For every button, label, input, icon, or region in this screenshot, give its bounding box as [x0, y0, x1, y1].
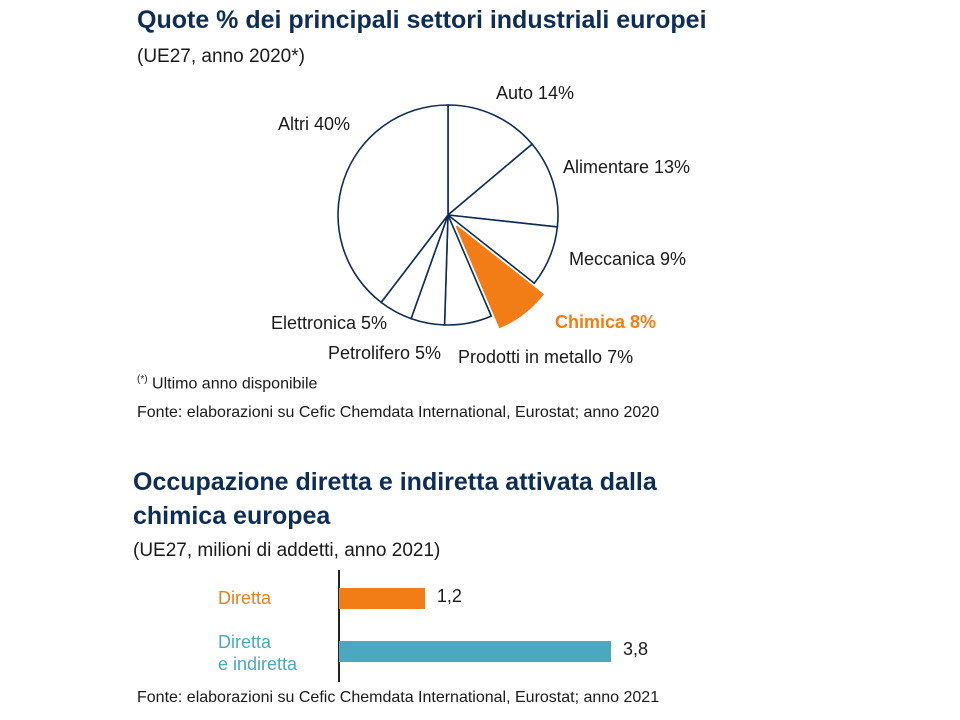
bar-chart-subtitle: (UE27, milioni di addetti, anno 2021) — [133, 540, 441, 561]
pie-label-petrolifero: Petrolifero 5% — [328, 343, 441, 363]
pie-label-chimica: Chimica 8% — [555, 312, 656, 332]
category-label-diretta-e-indiretta: Diretta e indiretta — [218, 632, 298, 674]
bar-axis-line — [338, 570, 340, 682]
bar-chart-title-line2: chimica europea — [133, 502, 331, 530]
pie-label-auto: Auto 14% — [496, 83, 574, 103]
category-label-diretta: Diretta — [218, 588, 272, 608]
pie-label-prodotti-in-metallo: Prodotti in metallo 7% — [458, 347, 633, 367]
bar-value-label: 3,8 — [623, 639, 649, 659]
bar-diretta — [339, 588, 425, 609]
pie-label-meccanica: Meccanica 9% — [569, 249, 686, 269]
pie-chart-title: Quote % dei principali settori industria… — [137, 6, 707, 34]
pie-slice-chimica — [455, 225, 544, 329]
pie-slice-alimentare — [446, 143, 559, 228]
bar-value-label: 1,2 — [436, 586, 462, 606]
pie-chart: Auto 14% Alimentare 13% Meccanica 9% Chimic… — [271, 83, 690, 367]
footnote-mark: (*) — [137, 374, 148, 385]
pie-label-alimentare: Alimentare 13% — [563, 157, 690, 177]
pie-label-altri: Altri 40% — [278, 114, 350, 134]
pie-slice-meccanica — [445, 213, 559, 285]
pie-slice-altri — [337, 104, 449, 304]
pie-chart-subtitle: (UE27, anno 2020*) — [137, 46, 305, 67]
footnote-text: Ultimo anno disponibile — [147, 375, 318, 393]
pie-slice-auto — [447, 104, 534, 217]
bar-chart: 1,2 Diretta 3,8 Diretta e indiretta — [0, 570, 960, 685]
pie-footnote: (*) Ultimo anno disponibile — [137, 374, 317, 393]
pie-label-elettronica: Elettronica 5% — [271, 313, 387, 333]
bar-chart-title-line1: Occupazione diretta e indiretta attivata… — [133, 468, 657, 496]
pie-source: Fonte: elaborazioni su Cefic Chemdata In… — [137, 404, 660, 421]
bar-diretta-e-indiretta — [339, 641, 611, 662]
bar-source: Fonte: elaborazioni su Cefic Chemdata In… — [137, 689, 660, 706]
